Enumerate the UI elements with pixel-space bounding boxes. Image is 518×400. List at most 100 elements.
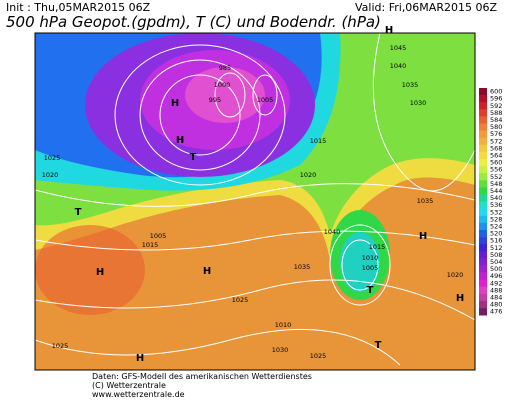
zone	[35, 225, 145, 315]
contour-label: 1040	[390, 62, 407, 70]
init-time: Init : Thu,05MAR2015 06Z	[6, 1, 151, 14]
contour-label: 1035	[417, 197, 434, 205]
title: 500 hPa Geopot.(gpdm), T (C) und Bodendr…	[6, 13, 381, 31]
pressure-center: T	[75, 207, 82, 218]
colorbar-swatch	[479, 180, 487, 188]
pressure-center: H	[419, 231, 427, 242]
contour-label: 1035	[294, 263, 311, 271]
colorbar-swatch	[479, 173, 487, 181]
colorbar-label: 592	[490, 102, 502, 110]
contour-label: 1035	[402, 81, 419, 89]
colorbar-swatch	[479, 244, 487, 252]
colorbar-swatch	[479, 166, 487, 174]
colorbar-label: 484	[490, 293, 502, 301]
colorbar-swatch	[479, 123, 487, 131]
colorbar-swatch	[479, 102, 487, 110]
colorbar-label: 564	[490, 151, 502, 159]
contour-label: 1000	[214, 81, 231, 89]
colorbar-swatch	[479, 144, 487, 153]
colorbar-swatch	[479, 308, 487, 316]
colorbar-swatch	[479, 187, 487, 195]
contour-label: 995	[209, 96, 221, 104]
colorbar-label: 552	[490, 173, 502, 181]
colorbar-label: 540	[490, 194, 502, 202]
pressure-center: T	[367, 285, 374, 296]
colorbar-label: 572	[490, 137, 502, 145]
pressure-center: T	[375, 340, 382, 351]
colorbar-swatch	[479, 109, 487, 117]
colorbar-label: 588	[490, 109, 502, 117]
colorbar-swatch	[479, 222, 487, 231]
colorbar-swatch	[479, 151, 487, 160]
colorbar-swatch	[479, 272, 487, 280]
colorbar-label: 496	[490, 272, 502, 280]
colorbar-label: 600	[490, 88, 502, 96]
colorbar-swatch	[479, 95, 487, 103]
colorbar-swatch	[479, 194, 487, 202]
contour-label: 1015	[369, 243, 386, 251]
colorbar-swatch	[479, 301, 487, 309]
pressure-center: H	[136, 353, 144, 364]
contour-label: 1015	[142, 241, 159, 249]
colorbar-swatch	[479, 201, 487, 209]
contour-label: 1045	[390, 44, 407, 52]
colorbar-label: 480	[490, 301, 502, 309]
contour-label: 1025	[44, 154, 61, 162]
colorbar-label: 504	[490, 258, 502, 266]
contour-label: 1025	[52, 342, 69, 350]
contour-label: 1020	[42, 171, 59, 179]
colorbar-label: 524	[490, 222, 502, 230]
colorbar-swatch	[479, 279, 487, 288]
map-frame	[34, 32, 476, 371]
contour-label: 1020	[447, 271, 464, 279]
colorbar-swatch	[479, 237, 487, 245]
colorbar-label: 568	[490, 144, 502, 152]
colorbar-label: 556	[490, 166, 502, 174]
pressure-center: H	[176, 135, 184, 146]
colorbar-swatch	[479, 251, 487, 259]
colorbar-swatch	[479, 286, 487, 295]
contour-label: 1030	[410, 99, 427, 107]
pressure-center: H	[96, 267, 104, 278]
colorbar-swatch	[479, 208, 487, 217]
colorbar-label: 580	[490, 123, 502, 131]
colorbar-label: 532	[490, 208, 502, 216]
isobars	[35, 33, 475, 366]
pressure-center: H	[171, 98, 179, 109]
colorbar-label: 492	[490, 279, 502, 287]
contour-label: 1025	[232, 296, 249, 304]
colorbar-swatch	[479, 258, 487, 266]
pressure-center: H	[385, 25, 393, 36]
colorbar-label: 548	[490, 180, 502, 188]
colorbar-swatch	[479, 230, 487, 238]
contour-label: 1005	[257, 96, 274, 104]
colorbar-label: 584	[490, 116, 502, 124]
contour-label: 1040	[324, 228, 341, 236]
zone	[185, 67, 265, 123]
colorbar-swatch	[479, 293, 487, 302]
colorbar-label: 536	[490, 201, 502, 209]
valid-time: Valid: Fri,06MAR2015 06Z	[355, 1, 497, 14]
colorbar-label: 476	[490, 308, 502, 316]
footer-line: www.wetterzentrale.de	[92, 390, 185, 399]
contour-label: 1030	[272, 346, 289, 354]
contour-label: 1005	[150, 232, 167, 240]
contour-label: 985	[219, 64, 231, 72]
colorbar-swatch	[479, 137, 487, 146]
colorbar-label: 512	[490, 244, 502, 252]
pressure-center: H	[203, 266, 211, 277]
pressure-center: T	[190, 152, 197, 163]
colorbar-label: 508	[490, 251, 502, 259]
colorbar-label: 576	[490, 130, 502, 138]
map	[35, 33, 475, 370]
contour-label: 1010	[275, 321, 292, 329]
colorbar-label: 560	[490, 159, 502, 167]
colorbar-swatch	[479, 116, 487, 124]
colorbar-label: 596	[490, 95, 502, 103]
contour-label: 1010	[362, 254, 379, 262]
contour-label: 1020	[300, 171, 317, 179]
colorbar-swatch	[479, 215, 487, 224]
colorbar-label: 528	[490, 215, 502, 223]
colorbar-label: 516	[490, 237, 502, 245]
